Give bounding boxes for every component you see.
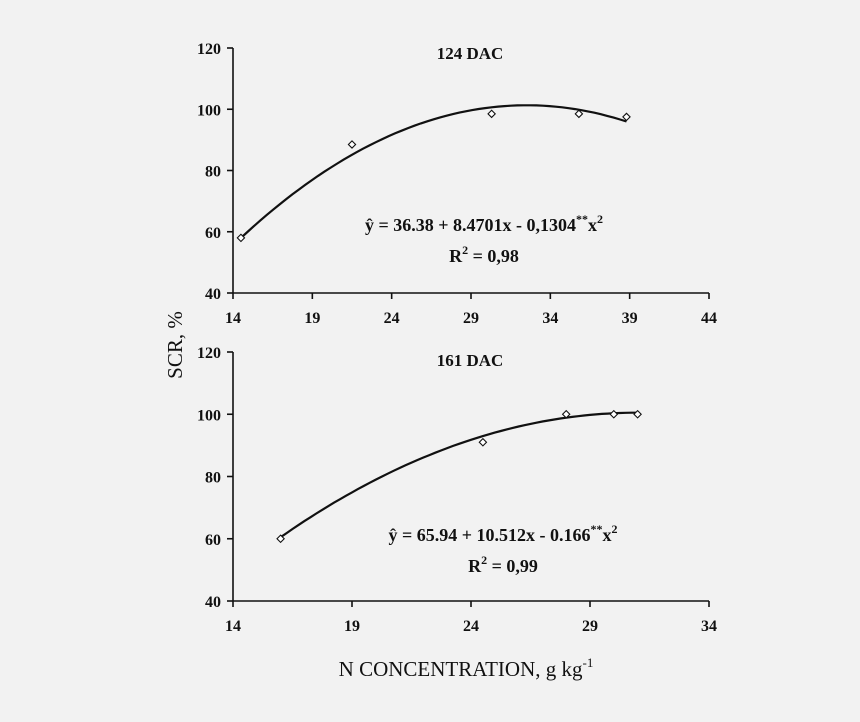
r-squared-value: = 0,98 bbox=[468, 246, 519, 266]
x-axis-ticks: 14 19 24 29 34 bbox=[225, 601, 717, 635]
data-point bbox=[347, 140, 357, 149]
y-axis-ticks: 40 60 80 100 120 bbox=[197, 41, 233, 303]
x-axis-label-text: N CONCENTRATION, g kg bbox=[339, 657, 583, 681]
y-tick-label: 120 bbox=[197, 345, 221, 362]
equation-yhat: ŷ bbox=[388, 525, 397, 545]
data-point bbox=[633, 409, 642, 419]
equation-x: x bbox=[603, 525, 612, 545]
data-point bbox=[236, 233, 246, 243]
r-squared: R2 = 0,98 bbox=[449, 243, 519, 266]
equation-significance: ** bbox=[576, 212, 588, 226]
y-tick-label: 40 bbox=[205, 286, 221, 303]
r-squared-sup: 2 bbox=[462, 243, 468, 257]
x-tick-label: 14 bbox=[225, 310, 241, 327]
r-squared-base: R bbox=[468, 556, 482, 576]
y-axis-label: SCR, % bbox=[163, 311, 187, 379]
data-point bbox=[609, 409, 619, 419]
equation-significance: ** bbox=[591, 522, 603, 536]
x-tick-label: 39 bbox=[622, 310, 638, 327]
fit-curve bbox=[240, 104, 627, 239]
data-point bbox=[276, 534, 285, 544]
x-tick-label: 29 bbox=[463, 310, 479, 327]
regression-equation: ŷ = 36.38 + 8.4701x - 0,1304**x2 bbox=[365, 212, 603, 235]
x-tick-label: 34 bbox=[701, 618, 717, 635]
equation-rhs: = 65.94 + 10.512x - 0.166 bbox=[397, 525, 590, 545]
data-point bbox=[622, 112, 631, 122]
data-point bbox=[561, 409, 571, 419]
r-squared: R2 = 0,99 bbox=[468, 553, 538, 576]
equation-yhat: ŷ bbox=[365, 215, 374, 235]
r-squared-value: = 0,99 bbox=[487, 556, 538, 576]
x-axis-ticks: 14 19 24 29 34 39 44 bbox=[225, 293, 717, 327]
panel-title: 124 DAC bbox=[437, 44, 504, 63]
equation-exponent: 2 bbox=[612, 522, 618, 536]
equation-exponent: 2 bbox=[597, 212, 603, 226]
x-tick-label: 24 bbox=[463, 618, 479, 635]
y-tick-label: 100 bbox=[197, 407, 221, 424]
fit-curve bbox=[279, 411, 638, 539]
chart-panel-161-dac: 161 DAC 40 60 80 100 120 14 19 24 29 34 ŷ = 65.9… bbox=[197, 345, 717, 635]
data-points bbox=[236, 109, 631, 243]
x-tick-label: 24 bbox=[384, 310, 400, 327]
x-tick-label: 29 bbox=[582, 618, 598, 635]
r-squared-sup: 2 bbox=[481, 553, 487, 567]
x-tick-label: 44 bbox=[701, 310, 717, 327]
y-tick-label: 80 bbox=[205, 470, 221, 487]
data-point bbox=[478, 437, 488, 447]
y-tick-label: 60 bbox=[205, 532, 221, 549]
y-axis-ticks: 40 60 80 100 120 bbox=[197, 345, 233, 611]
regression-equation: ŷ = 65.94 + 10.512x - 0.166**x2 bbox=[388, 522, 617, 545]
r-squared-base: R bbox=[449, 246, 463, 266]
x-tick-label: 14 bbox=[225, 618, 241, 635]
data-points bbox=[276, 409, 642, 544]
data-point bbox=[487, 109, 497, 119]
y-tick-label: 40 bbox=[205, 594, 221, 611]
equation-rhs: = 36.38 + 8.4701x - 0,1304 bbox=[374, 215, 576, 235]
panel-title: 161 DAC bbox=[437, 351, 504, 370]
x-axis-label-sup: -1 bbox=[582, 655, 593, 670]
y-tick-label: 100 bbox=[197, 102, 221, 119]
x-tick-label: 19 bbox=[344, 618, 360, 635]
equation-x: x bbox=[588, 215, 597, 235]
data-point bbox=[574, 109, 584, 119]
x-axis-label: N CONCENTRATION, g kg-1 bbox=[339, 655, 594, 681]
y-tick-label: 80 bbox=[205, 164, 221, 181]
chart-panel-124-dac: 124 DAC 40 60 80 100 120 14 19 24 29 34 39 44 ŷ = … bbox=[197, 41, 717, 327]
y-tick-label: 120 bbox=[197, 41, 221, 58]
x-tick-label: 19 bbox=[304, 310, 320, 327]
y-tick-label: 60 bbox=[205, 225, 221, 242]
x-tick-label: 34 bbox=[542, 310, 558, 327]
